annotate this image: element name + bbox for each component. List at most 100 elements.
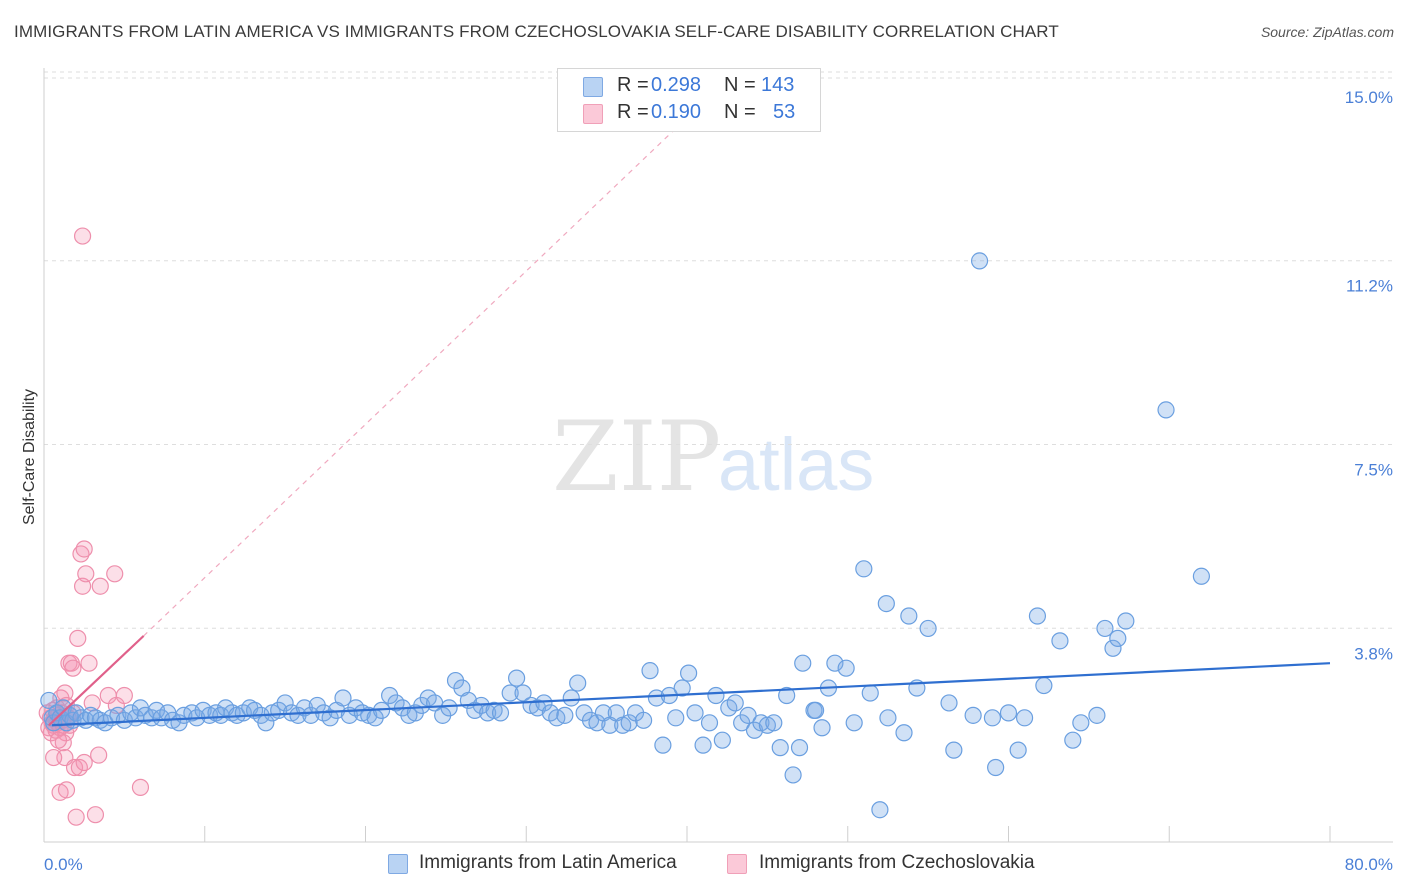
czechoslovakia-point <box>90 746 108 764</box>
grid-lines <box>44 71 1393 629</box>
latin-america-point <box>861 684 879 702</box>
latin-america-point <box>641 662 659 680</box>
latin-america-points <box>40 252 1211 819</box>
legend-label-latin-america: Immigrants from Latin America <box>419 852 677 873</box>
latin-america-trend-line <box>51 662 1331 727</box>
czechoslovakia-point <box>45 748 63 767</box>
czechoslovakia-point <box>70 758 88 777</box>
legend-r-label: R = <box>617 74 649 96</box>
latin-america-point <box>680 664 698 682</box>
czechoslovakia-point <box>65 758 84 777</box>
source-credit: Source: ZipAtlas.com <box>1260 24 1394 40</box>
latin-america-point <box>508 669 526 687</box>
latin-america-point <box>535 694 553 712</box>
latin-america-point <box>1157 401 1175 419</box>
y-axis-tick-labels: 3.8% 7.5% 11.2% 15.0% <box>1345 88 1393 663</box>
czechoslovakia-point <box>64 659 82 677</box>
latin-america-point <box>713 731 731 749</box>
latin-america-point <box>813 719 831 737</box>
legend-n-value: 53 <box>773 101 796 123</box>
latin-america-point <box>562 689 580 707</box>
czechoslovakia-point <box>57 781 76 799</box>
legend-n-value: 143 <box>761 74 795 96</box>
latin-america-point <box>771 739 789 757</box>
latin-america-point <box>1117 612 1135 630</box>
latin-america-point <box>1009 741 1027 759</box>
latin-america-point <box>1104 639 1122 657</box>
czechoslovakia-point <box>80 654 98 672</box>
latin-america-point <box>40 691 58 710</box>
legend-label-czechoslovakia: Immigrants from Czechoslovakia <box>759 852 1035 873</box>
watermark-atlas: atlas <box>718 423 874 506</box>
latin-america-point <box>686 704 704 722</box>
latin-america-point <box>855 560 873 578</box>
latin-america-point <box>1192 567 1211 585</box>
latin-america-point <box>1072 714 1090 732</box>
y-axis-label: Self-Care Disability <box>21 389 38 525</box>
latin-america-point <box>871 801 889 819</box>
latin-america-point <box>634 711 653 729</box>
latin-america-point <box>620 714 638 732</box>
latin-america-point <box>700 714 719 732</box>
latin-america-point <box>440 699 458 717</box>
latin-america-point <box>784 766 802 784</box>
latin-america-point <box>987 758 1005 777</box>
latin-america-point <box>879 709 897 727</box>
czechoslovakia-point <box>115 686 133 705</box>
czechoslovakia-point <box>54 734 72 752</box>
czechoslovakia-point <box>69 629 87 647</box>
czechoslovakia-points <box>38 227 150 826</box>
latin-america-point <box>837 659 855 677</box>
czechoslovakia-point <box>72 545 90 563</box>
x-tick-label-min: 0.0% <box>44 855 83 874</box>
legend-swatch-pink <box>583 104 603 124</box>
latin-america-point <box>739 706 757 724</box>
latin-america-point <box>334 689 352 707</box>
latin-america-point <box>790 739 809 757</box>
latin-america-point <box>778 686 796 705</box>
czechoslovakia-trend-extension <box>143 86 720 637</box>
y-tick-label: 7.5% <box>1354 461 1393 480</box>
latin-america-point <box>91 711 109 729</box>
y-tick-label: 11.2% <box>1346 277 1393 296</box>
czechoslovakia-point <box>73 227 92 245</box>
legend-swatch-pink <box>727 854 747 874</box>
latin-america-point <box>514 684 532 702</box>
latin-america-point <box>556 706 574 724</box>
latin-america-point <box>895 724 913 742</box>
czechoslovakia-point <box>75 540 93 558</box>
czechoslovakia-point <box>86 806 105 824</box>
czechoslovakia-point <box>67 808 85 826</box>
latin-america-point <box>1064 731 1082 749</box>
czechoslovakia-point <box>75 753 93 772</box>
legend-swatch-blue <box>388 854 408 874</box>
legend-r-label: R = <box>617 101 649 123</box>
x-axis-ticks <box>43 826 1331 842</box>
latin-america-point <box>970 252 989 270</box>
latin-america-point <box>1088 706 1106 724</box>
latin-america-point <box>588 714 606 732</box>
legend-n-label: N = <box>724 74 756 96</box>
latin-america-point <box>1035 676 1053 695</box>
latin-america-point <box>647 689 666 707</box>
chart-title: IMMIGRANTS FROM LATIN AMERICA VS IMMIGRA… <box>14 22 1059 41</box>
latin-america-point <box>1096 619 1114 638</box>
latin-america-point <box>1028 607 1047 625</box>
latin-america-point <box>1015 709 1034 727</box>
latin-america-point <box>945 741 963 759</box>
legend-r-value: 0.298 <box>651 74 702 96</box>
latin-america-point <box>940 694 958 712</box>
latin-america-point <box>826 654 844 672</box>
latin-america-point <box>1109 629 1127 647</box>
latin-america-point <box>765 714 783 732</box>
legend-swatch-blue <box>583 77 603 97</box>
latin-america-point <box>806 701 825 719</box>
czechoslovakia-point <box>56 684 74 702</box>
latin-america-point <box>794 654 812 672</box>
trend-lines <box>48 86 1331 727</box>
latin-america-point <box>694 736 712 754</box>
legend-r-value: 0.190 <box>651 101 702 123</box>
y-tick-label: 3.8% <box>1354 644 1393 663</box>
latin-america-point <box>707 686 725 705</box>
czechoslovakia-point <box>106 565 124 583</box>
